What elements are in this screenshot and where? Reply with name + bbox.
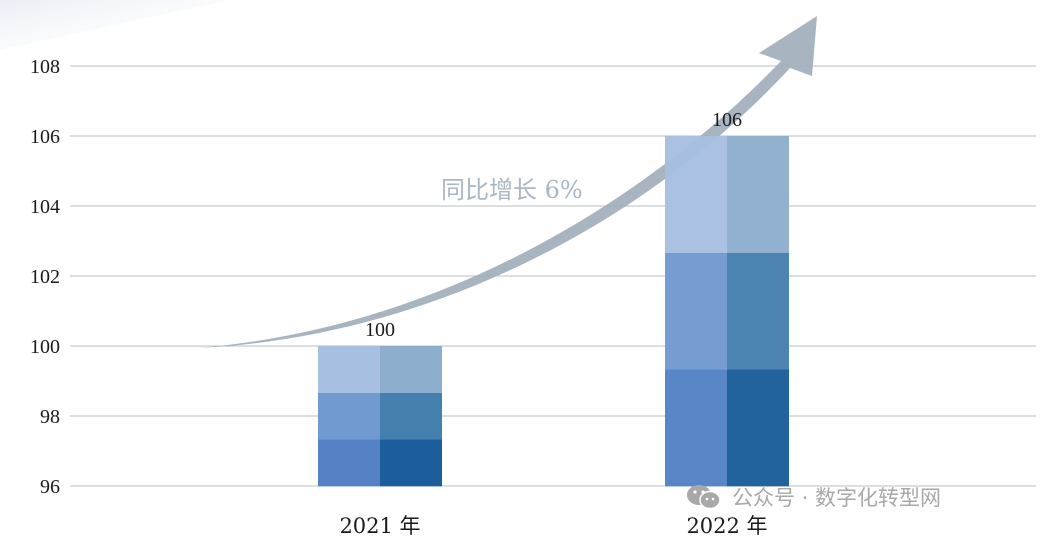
- x-category-label-1: 2021 年: [339, 514, 420, 538]
- y-tick-label-108: 108: [30, 56, 60, 78]
- y-tick-label-102: 102: [30, 266, 60, 288]
- bar-2-left-segment-2: [665, 252, 727, 370]
- bar-1-left-segment-2: [318, 392, 380, 440]
- bar-2-left-segment-1: [665, 369, 727, 487]
- bar-1-right-segment-3: [380, 346, 442, 393]
- labels: 100 2021 年 106 2022 年: [339, 109, 767, 538]
- y-axis-ticks: 96 98 100 102 104 106 108: [30, 56, 60, 498]
- x-category-label-2: 2022 年: [686, 514, 767, 538]
- background-corner-shade: [0, 0, 230, 50]
- bar-2-left-segment-3: [665, 136, 727, 253]
- y-tick-label-100: 100: [30, 336, 60, 358]
- data-label-2: 106: [712, 109, 742, 131]
- bar-2-right-segment-2: [727, 252, 789, 370]
- y-tick-label-96: 96: [40, 476, 60, 498]
- bar-1-left-segment-3: [318, 346, 380, 393]
- y-tick-label-104: 104: [30, 196, 60, 218]
- watermark-text: 公众号 · 数字化转型网: [732, 486, 942, 510]
- bar-2-right-segment-1: [727, 369, 789, 487]
- bar-1-left-segment-1: [318, 439, 380, 487]
- growth-annotation: 同比增长 6%: [441, 176, 583, 204]
- watermark: 公众号 · 数字化转型网: [686, 482, 941, 512]
- bars: [318, 136, 789, 487]
- bar-2-right-segment-3: [727, 136, 789, 253]
- gridlines: [70, 65, 1036, 487]
- data-label-1: 100: [365, 319, 395, 341]
- wechat-icon: [687, 485, 721, 510]
- bar-1-right-segment-2: [380, 392, 442, 440]
- y-tick-label-106: 106: [30, 126, 60, 148]
- y-tick-label-98: 98: [40, 406, 60, 428]
- bar-1-right-segment-1: [380, 439, 442, 487]
